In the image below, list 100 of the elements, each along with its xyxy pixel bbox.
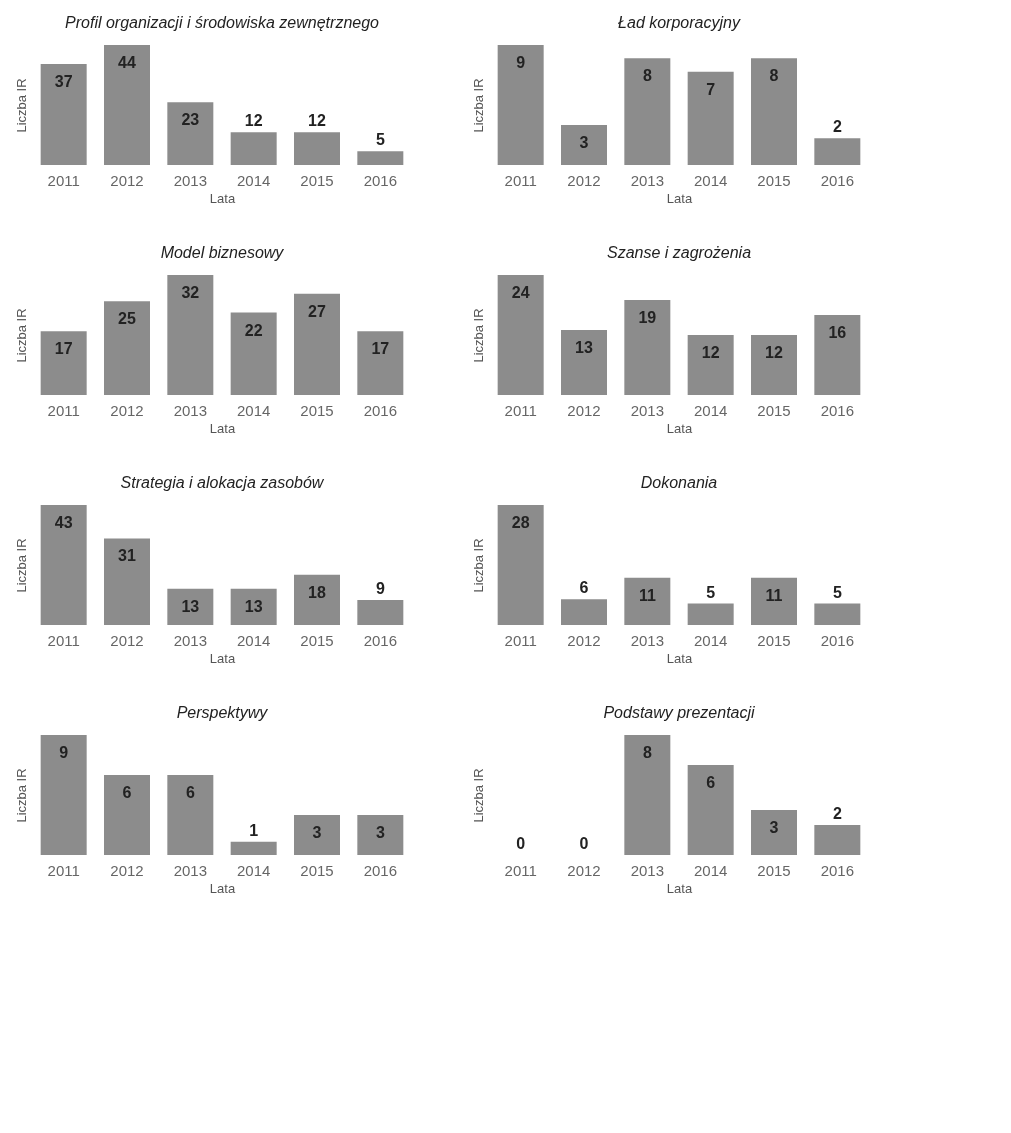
data-label: 17 <box>54 340 73 358</box>
bar <box>230 841 277 855</box>
chart-title: Dokonania <box>640 474 718 491</box>
bar <box>561 330 607 395</box>
x-tick-label: 2016 <box>363 631 398 649</box>
data-label: 37 <box>54 73 73 91</box>
x-axis-title: Lata <box>666 650 693 666</box>
x-axis-title: Lata <box>666 880 693 896</box>
bar <box>497 505 544 625</box>
x-tick-label: 2016 <box>820 861 855 879</box>
x-tick-label: 2014 <box>236 401 271 419</box>
bar <box>624 300 671 395</box>
data-label: 28 <box>511 514 530 531</box>
y-axis-title: Liczba IR <box>470 768 486 823</box>
data-label: 32 <box>181 284 200 301</box>
x-axis-title: Lata <box>209 650 236 666</box>
data-label: 9 <box>516 54 526 71</box>
data-label: 43 <box>54 514 73 531</box>
x-tick-label: 2014 <box>693 171 728 189</box>
data-label: 3 <box>769 819 779 836</box>
chart-title: Ład korporacyjny <box>618 14 741 31</box>
y-axis-title: Liczba IR <box>470 78 486 133</box>
data-label: 3 <box>579 134 589 151</box>
data-label: 25 <box>118 310 136 328</box>
bar <box>497 45 544 165</box>
data-label: 9 <box>59 744 69 761</box>
y-axis-title: Liczba IR <box>470 538 486 593</box>
bar <box>230 312 277 395</box>
bar <box>561 125 607 165</box>
bar <box>814 315 861 395</box>
chart-title: Model biznesowy <box>160 244 285 261</box>
bar <box>294 815 340 855</box>
x-axis-title: Lata <box>209 190 236 206</box>
x-tick-label: 2012 <box>110 861 144 879</box>
y-axis-title: Liczba IR <box>470 308 486 363</box>
x-tick-label: 2012 <box>110 171 144 189</box>
data-label: 2 <box>832 118 842 136</box>
bar <box>624 735 671 855</box>
bar <box>357 331 404 395</box>
x-tick-label: 2015 <box>757 401 791 419</box>
y-axis-title: Liczba IR <box>13 308 29 363</box>
data-label: 13 <box>244 597 263 615</box>
x-tick-label: 2013 <box>173 631 208 649</box>
x-tick-label: 2012 <box>110 631 144 649</box>
data-label: 44 <box>118 54 136 71</box>
chart-title: Strategia i alokacja zasobów <box>120 474 325 491</box>
data-label: 5 <box>375 131 385 149</box>
data-label: 11 <box>638 586 656 604</box>
data-label: 19 <box>638 309 657 326</box>
bar <box>751 810 797 855</box>
x-tick-label: 2011 <box>47 401 80 419</box>
data-label: 13 <box>575 339 593 356</box>
x-tick-label: 2012 <box>567 631 601 649</box>
bar <box>167 102 214 165</box>
x-tick-label: 2013 <box>173 861 208 879</box>
x-tick-label: 2012 <box>567 861 601 879</box>
chart-title: Szanse i zagrożenia <box>606 244 752 261</box>
x-tick-label: 2016 <box>820 631 855 649</box>
chart-title: Podstawy prezentacji <box>603 704 756 721</box>
data-label: 27 <box>308 302 326 320</box>
bar <box>814 138 861 165</box>
data-label: 6 <box>122 784 132 801</box>
bar <box>687 71 734 165</box>
bar <box>294 574 340 625</box>
data-label: 2 <box>832 805 842 822</box>
x-tick-label: 2013 <box>630 401 665 419</box>
data-label: 8 <box>642 744 652 761</box>
bar <box>687 335 734 395</box>
y-axis-title: Liczba IR <box>13 78 29 133</box>
bar <box>357 599 404 625</box>
bar <box>230 132 277 165</box>
x-tick-label: 2013 <box>630 631 665 649</box>
data-label: 9 <box>375 579 385 597</box>
data-label: 8 <box>769 67 779 85</box>
bar <box>814 825 861 855</box>
bar <box>497 275 544 395</box>
bar <box>104 301 150 395</box>
data-label: 8 <box>642 67 652 85</box>
x-tick-label: 2014 <box>693 631 728 649</box>
bar <box>357 151 404 165</box>
bar <box>687 765 734 855</box>
bar <box>751 577 797 625</box>
x-tick-label: 2011 <box>47 861 80 879</box>
x-tick-label: 2015 <box>300 631 334 649</box>
data-label: 0 <box>579 835 589 852</box>
x-tick-label: 2016 <box>363 861 398 879</box>
x-axis-title: Lata <box>209 880 236 896</box>
data-label: 5 <box>832 583 842 601</box>
y-axis-title: Liczba IR <box>13 768 29 823</box>
x-tick-label: 2015 <box>757 171 791 189</box>
bar <box>167 588 214 625</box>
bar <box>167 775 214 855</box>
data-label: 17 <box>371 340 390 358</box>
bar <box>624 58 671 165</box>
y-axis-title: Liczba IR <box>13 538 29 593</box>
data-label: 22 <box>244 321 263 339</box>
data-label: 3 <box>375 824 385 841</box>
data-label: 0 <box>516 835 526 852</box>
x-tick-label: 2013 <box>630 171 665 189</box>
x-tick-label: 2011 <box>504 171 537 189</box>
